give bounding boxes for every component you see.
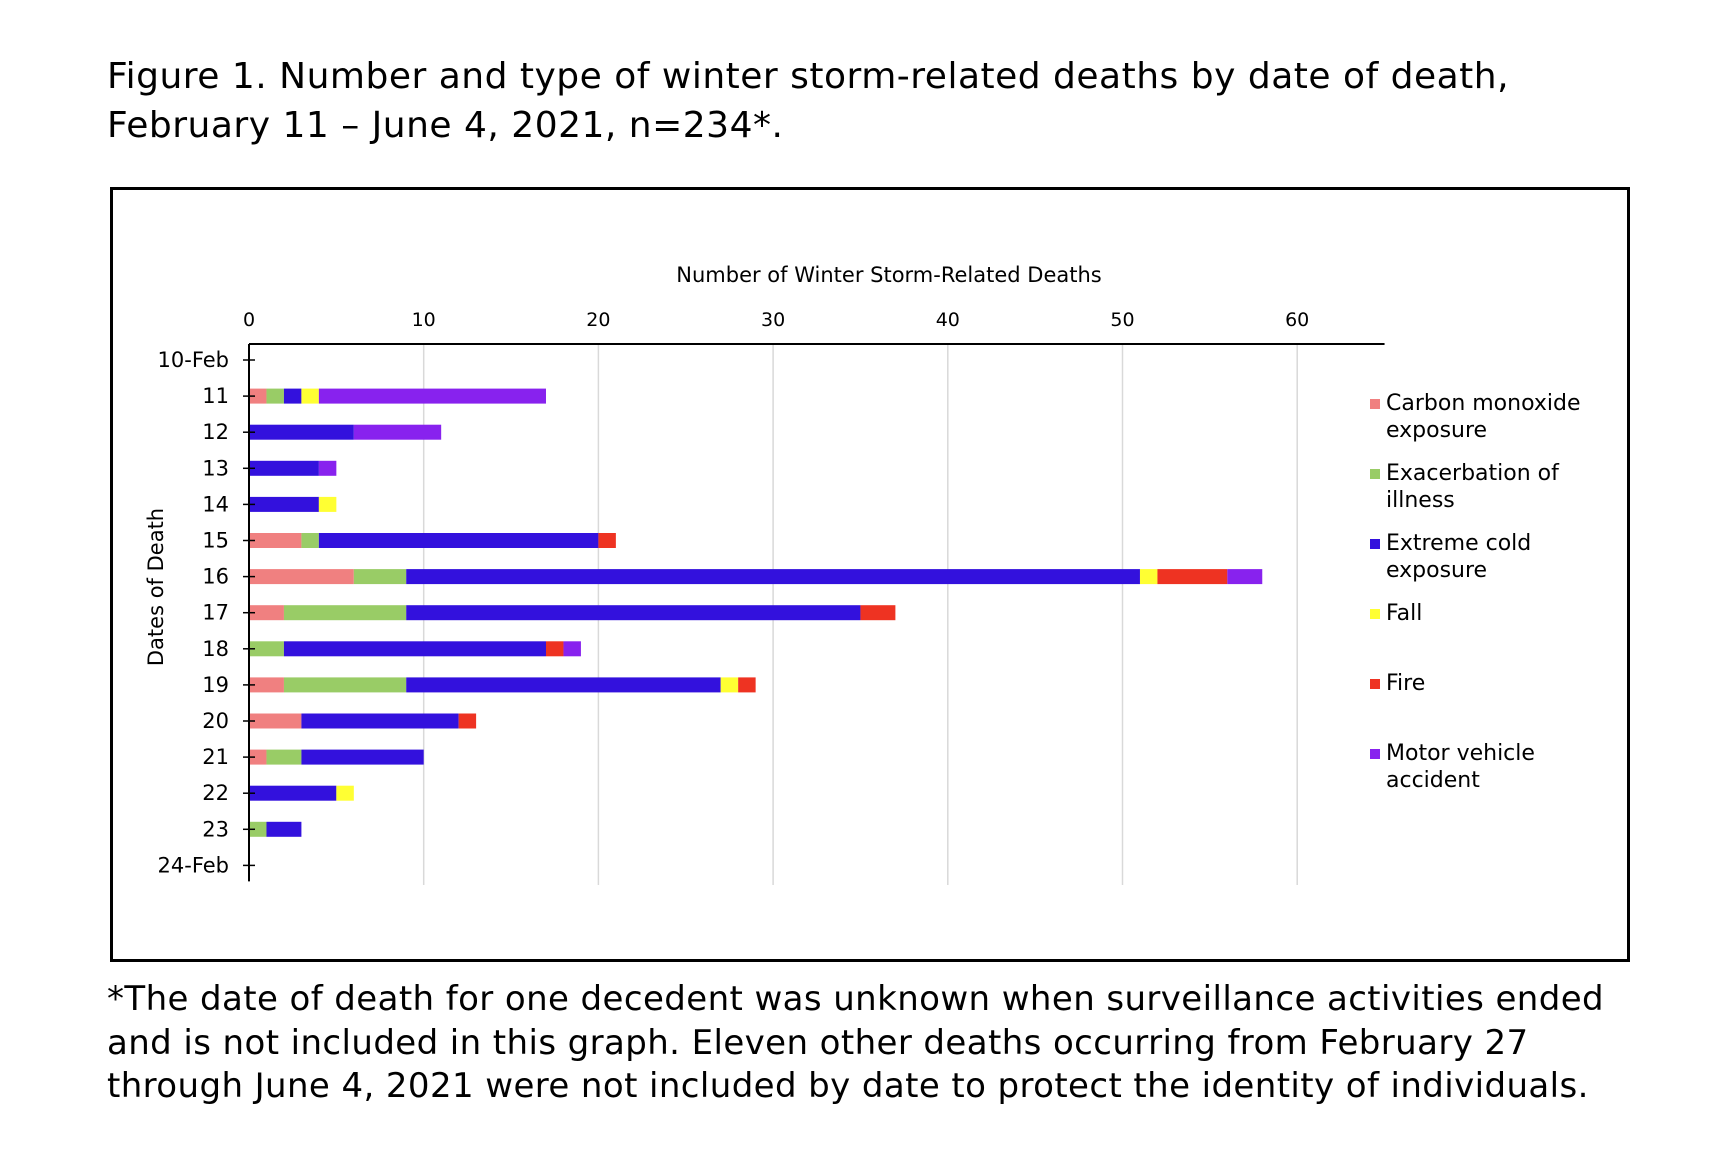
bar-segment xyxy=(249,460,319,476)
legend-swatch xyxy=(1370,749,1380,759)
axes: 0 10 20 30 40 50 60 10-Feb 11 12 13 14 15 16 17 18 19 20 2… xyxy=(158,309,1385,882)
x-tick-label: 60 xyxy=(1285,309,1309,331)
x-tick-label: 50 xyxy=(1110,309,1134,331)
legend-label: Fire xyxy=(1386,671,1426,696)
y-tick-label: 15 xyxy=(202,529,229,553)
y-axis-title: Dates of Death xyxy=(144,508,168,666)
bar-segment xyxy=(266,821,302,837)
y-tick-label: 10-Feb xyxy=(158,348,229,372)
x-tick-label: 20 xyxy=(586,309,610,331)
x-tick-label: 0 xyxy=(243,309,255,331)
bar-segment xyxy=(249,424,354,440)
legend-swatch xyxy=(1370,469,1380,479)
bar-segment xyxy=(318,496,337,512)
bar-segment xyxy=(249,785,337,801)
bar-segment xyxy=(249,713,302,729)
bar-segment xyxy=(1157,569,1228,585)
legend-label: Motor vehicle accident xyxy=(1386,741,1535,793)
bar-segment xyxy=(283,605,407,621)
bar-segment xyxy=(318,460,337,476)
x-tick-label: 40 xyxy=(936,309,960,331)
bar-segment xyxy=(301,749,424,765)
bar-segment xyxy=(249,605,284,621)
legend-swatch xyxy=(1370,679,1380,689)
bar-segment xyxy=(720,677,739,693)
x-tick-label: 30 xyxy=(761,309,785,331)
bar-segment xyxy=(301,713,459,729)
bar-segment xyxy=(563,641,581,657)
bar-segment xyxy=(545,641,564,657)
legend-label: Carbon monoxide exposure xyxy=(1386,391,1581,443)
legend-label: Fall xyxy=(1386,601,1423,626)
bar-segment xyxy=(283,641,546,657)
x-axis-title: Number of Winter Storm-Related Deaths xyxy=(676,263,1101,287)
bar-segment xyxy=(860,605,896,621)
y-tick-label: 13 xyxy=(202,456,229,480)
legend-swatch xyxy=(1370,399,1380,409)
bar-segment xyxy=(301,388,319,404)
bar-segment xyxy=(598,533,616,548)
bar-segment xyxy=(249,533,302,548)
x-tick-label: 10 xyxy=(412,309,436,331)
y-tick-label: 17 xyxy=(202,601,229,625)
y-tick-label: 22 xyxy=(202,781,229,805)
bar-segment xyxy=(249,641,284,657)
legend-swatch xyxy=(1370,609,1380,619)
y-tick-label: 23 xyxy=(202,817,229,841)
y-tick-label: 20 xyxy=(202,709,229,733)
bar-segment xyxy=(249,749,267,765)
bar-segment xyxy=(283,388,302,404)
y-tick-label: 16 xyxy=(202,565,229,589)
bars xyxy=(249,388,1263,837)
bar-segment xyxy=(249,496,319,512)
y-tick-label: 14 xyxy=(202,492,229,516)
bar-segment xyxy=(738,677,756,693)
y-tick-label: 24-Feb xyxy=(158,853,229,877)
y-tick-label: 18 xyxy=(202,637,229,661)
bar-segment xyxy=(353,569,407,585)
bar-segment xyxy=(283,677,407,693)
bar-segment xyxy=(318,388,546,404)
bar-segment xyxy=(318,533,599,548)
legend-label: Extreme cold exposure xyxy=(1386,531,1532,583)
bar-segment xyxy=(1227,569,1263,585)
y-tick-label: 21 xyxy=(202,745,229,769)
bar-segment xyxy=(458,713,477,729)
y-tick-label: 11 xyxy=(202,384,229,408)
bar-segment xyxy=(301,533,319,548)
y-tick-label: 19 xyxy=(202,673,229,697)
legend-label: Exacerbation of illness xyxy=(1386,461,1559,513)
bar-segment xyxy=(406,677,721,693)
bar-segment xyxy=(249,821,267,837)
bar-segment xyxy=(249,388,267,404)
bar-segment xyxy=(266,388,284,404)
bar-segment xyxy=(266,749,302,765)
bar-segment xyxy=(249,677,284,693)
bar-segment xyxy=(1139,569,1158,585)
bar-segment xyxy=(336,785,354,801)
figure-title: Figure 1. Number and type of winter stor… xyxy=(107,56,1510,146)
bar-segment xyxy=(406,569,1140,585)
bar-segment xyxy=(353,424,442,440)
footnote: *The date of death for one decedent was … xyxy=(107,979,1605,1106)
bar-segment xyxy=(249,569,354,585)
chart-frame xyxy=(110,187,1630,962)
y-tick-label: 12 xyxy=(202,420,229,444)
legend-swatch xyxy=(1370,539,1380,549)
bar-segment xyxy=(406,605,861,621)
